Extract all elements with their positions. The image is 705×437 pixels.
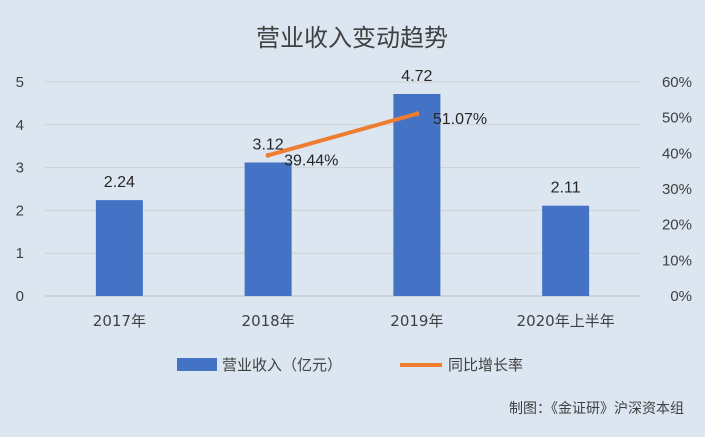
y-left-tick-label: 2	[16, 202, 24, 219]
y-left-tick-label: 5	[16, 74, 24, 91]
growth-line	[266, 111, 419, 158]
x-axis-categories: 2017年 2018年 2019年 2020年上半年	[93, 312, 615, 330]
bar	[244, 162, 292, 296]
x-tick-label: 2020年上半年	[517, 312, 615, 330]
bar	[95, 200, 143, 296]
bar-data-label: 2.11	[551, 180, 581, 197]
x-tick-label: 2019年	[390, 312, 443, 330]
y-left-tick-label: 0	[16, 288, 24, 305]
bar	[393, 93, 441, 296]
line-data-label: 39.44%	[284, 152, 338, 169]
legend-label-growth: 同比增长率	[448, 356, 523, 374]
bar-data-label: 2.24	[104, 174, 135, 191]
bar-data-label: 3.12	[253, 136, 284, 153]
legend-swatch-revenue	[177, 358, 217, 371]
source-credit: 制图：《金证研》沪深资本组	[509, 401, 684, 417]
y-right-tick-label: 60%	[662, 74, 692, 91]
y-right-tick-label: 10%	[662, 252, 692, 269]
y-left-tick-label: 4	[16, 117, 24, 134]
y-left-tick-label: 3	[16, 160, 24, 177]
y-axis-left: 0 1 2 3 4 5	[16, 74, 24, 305]
y-axis-right: 0% 10% 20% 30% 40% 50% 60%	[662, 74, 692, 305]
gridlines	[45, 81, 640, 297]
bar-series	[95, 93, 590, 296]
y-left-tick-label: 1	[16, 245, 24, 262]
line-series	[265, 111, 420, 158]
legend-label-revenue: 营业收入（亿元）	[222, 356, 342, 374]
y-right-tick-label: 50%	[662, 110, 692, 127]
y-right-tick-label: 40%	[662, 145, 692, 162]
data-labels: 2.24 3.12 4.72 2.11 39.44% 51.07%	[104, 68, 581, 197]
bar	[542, 205, 590, 296]
y-right-tick-label: 0%	[670, 288, 692, 305]
x-tick-label: 2017年	[93, 312, 146, 330]
legend: 营业收入（亿元） 同比增长率	[177, 356, 523, 374]
growth-point	[414, 111, 420, 117]
chart-title: 营业收入变动趋势	[256, 24, 448, 52]
line-data-label: 51.07%	[433, 111, 487, 128]
bar-data-label: 4.72	[401, 68, 432, 85]
growth-point	[265, 152, 271, 158]
y-right-tick-label: 20%	[662, 217, 692, 234]
y-right-tick-label: 30%	[662, 181, 692, 198]
x-tick-label: 2018年	[242, 312, 295, 330]
